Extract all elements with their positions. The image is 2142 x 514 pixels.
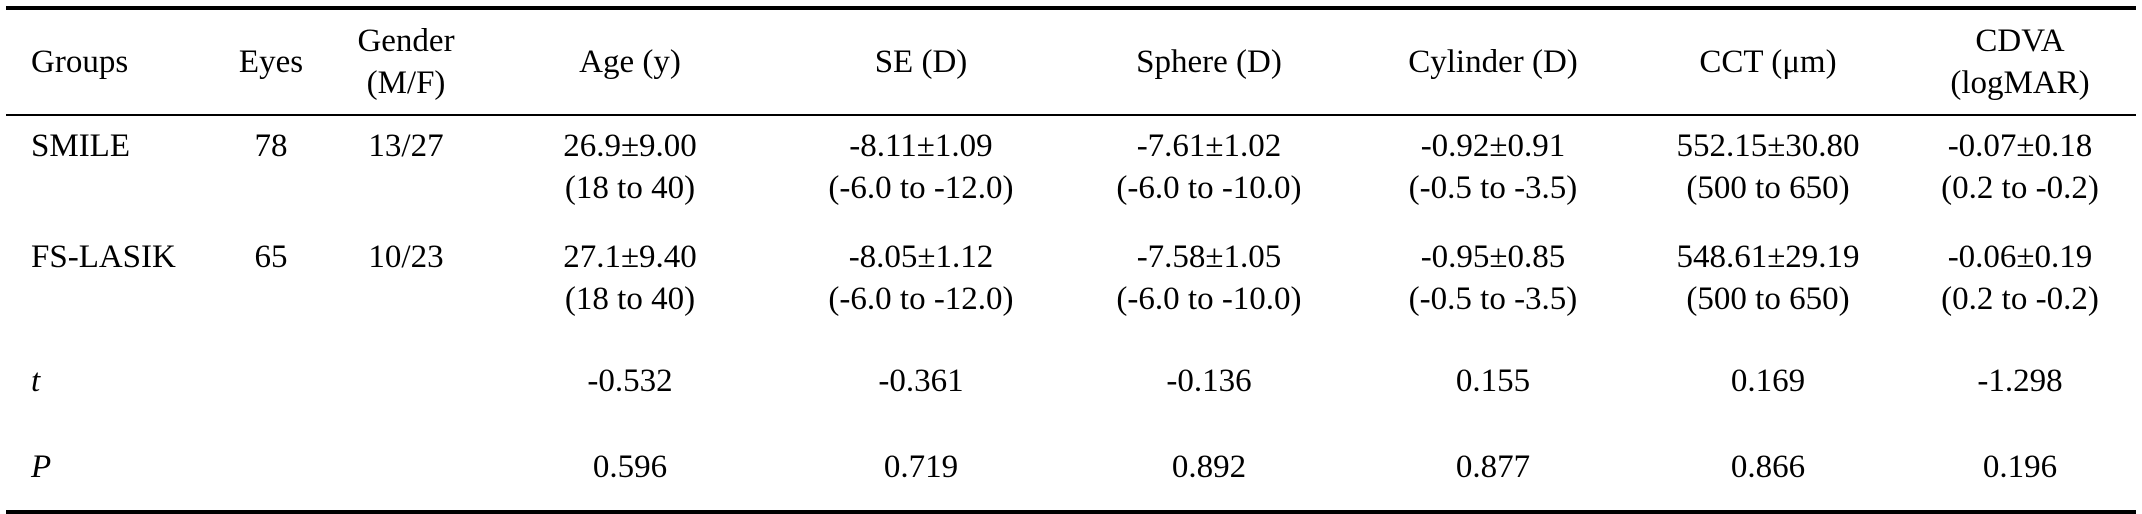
header-cdva: CDVA (logMAR) <box>1950 23 2090 101</box>
cell-gender: 10/23 <box>368 239 444 275</box>
header-cct: CCT (μm) <box>1699 44 1837 80</box>
cell-cylinder: 0.877 <box>1455 449 1531 485</box>
table-header: Groups Eyes Gender (M/F) Age (y) SE (D) S… <box>6 8 2136 115</box>
cell-sphere: -7.61±1.02 (-6.0 to -10.0) <box>1116 128 1302 206</box>
cell-stat-label: t <box>31 363 41 399</box>
table-row-fs-lasik: FS-LASIK 65 10/23 27.1±9.40 (18 to 40) -8… <box>6 227 2136 338</box>
header-age: Age (y) <box>579 44 681 80</box>
cell-eyes <box>212 424 330 512</box>
cell-se: 0.719 <box>883 449 959 485</box>
table-row-t-statistic: t -0.532 -0.361 -0.136 0.155 0.169 -1.29… <box>6 338 2136 424</box>
cell-cdva: 0.196 <box>1982 449 2058 485</box>
cell-sphere: -7.58±1.05 (-6.0 to -10.0) <box>1116 239 1302 317</box>
cell-gender: 13/27 <box>368 128 444 164</box>
header-groups: Groups <box>31 44 129 80</box>
cell-gender <box>330 338 482 424</box>
cell-cdva: -0.07±0.18 (0.2 to -0.2) <box>1941 128 2099 206</box>
cell-eyes: 78 <box>254 128 288 164</box>
cell-cylinder: -0.92±0.91 (-0.5 to -3.5) <box>1408 128 1578 206</box>
header-sphere: Sphere (D) <box>1136 44 1282 80</box>
header-cylinder: Cylinder (D) <box>1408 44 1578 80</box>
cell-cct: 0.866 <box>1730 449 1806 485</box>
header-se: SE (D) <box>874 44 968 80</box>
cell-cct: 552.15±30.80 (500 to 650) <box>1676 128 1860 206</box>
table-row-p-value: P 0.596 0.719 0.892 0.877 0.866 0.196 <box>6 424 2136 512</box>
cell-group: FS-LASIK <box>31 239 176 275</box>
cell-age: 27.1±9.40 (18 to 40) <box>563 239 697 317</box>
cell-se: -0.361 <box>878 363 964 399</box>
table-body: SMILE 78 13/27 26.9±9.00 (18 to 40) -8.11… <box>6 115 2136 512</box>
cell-cylinder: -0.95±0.85 (-0.5 to -3.5) <box>1408 239 1578 317</box>
cell-group: SMILE <box>31 128 130 164</box>
cell-cct: 548.61±29.19 (500 to 650) <box>1676 239 1860 317</box>
cell-age: -0.532 <box>587 363 673 399</box>
header-gender: Gender (M/F) <box>357 23 455 101</box>
cell-gender <box>330 424 482 512</box>
cell-stat-label: P <box>31 449 52 485</box>
cell-cdva: -0.06±0.19 (0.2 to -0.2) <box>1941 239 2099 317</box>
header-row: Groups Eyes Gender (M/F) Age (y) SE (D) S… <box>6 8 2136 115</box>
header-eyes: Eyes <box>238 44 304 80</box>
table-row-smile: SMILE 78 13/27 26.9±9.00 (18 to 40) -8.11… <box>6 115 2136 227</box>
cell-age: 0.596 <box>592 449 668 485</box>
cell-sphere: 0.892 <box>1171 449 1247 485</box>
cell-sphere: -0.136 <box>1166 363 1252 399</box>
cell-eyes: 65 <box>254 239 288 275</box>
cell-cdva: -1.298 <box>1977 363 2063 399</box>
cell-se: -8.05±1.12 (-6.0 to -12.0) <box>828 239 1014 317</box>
baseline-characteristics-table: Groups Eyes Gender (M/F) Age (y) SE (D) S… <box>6 6 2136 514</box>
cell-eyes <box>212 338 330 424</box>
cell-se: -8.11±1.09 (-6.0 to -12.0) <box>828 128 1014 206</box>
cell-cct: 0.169 <box>1730 363 1806 399</box>
baseline-characteristics-table-container: Groups Eyes Gender (M/F) Age (y) SE (D) S… <box>6 6 2136 514</box>
cell-cylinder: 0.155 <box>1455 363 1531 399</box>
cell-age: 26.9±9.00 (18 to 40) <box>563 128 697 206</box>
